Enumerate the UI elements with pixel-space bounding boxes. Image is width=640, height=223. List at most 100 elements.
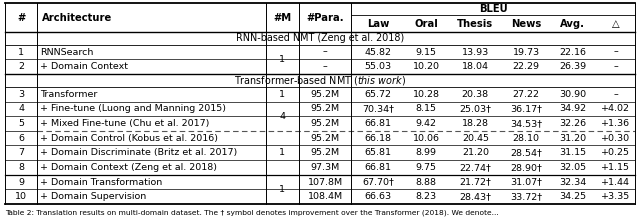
Text: 31.07†: 31.07† bbox=[510, 178, 542, 187]
Text: 8.99: 8.99 bbox=[415, 148, 436, 157]
Text: +3.35: +3.35 bbox=[601, 192, 630, 201]
Text: 2: 2 bbox=[18, 62, 24, 71]
Text: 18.28: 18.28 bbox=[462, 119, 489, 128]
Text: 1: 1 bbox=[18, 47, 24, 57]
Text: 20.38: 20.38 bbox=[461, 90, 489, 99]
Text: 55.03: 55.03 bbox=[364, 62, 392, 71]
Text: 21.20: 21.20 bbox=[462, 148, 489, 157]
Text: 6: 6 bbox=[18, 134, 24, 143]
Text: RNNSearch: RNNSearch bbox=[40, 47, 93, 57]
Text: 95.2M: 95.2M bbox=[310, 148, 340, 157]
Text: 67.70†: 67.70† bbox=[362, 178, 394, 187]
Text: 25.03†: 25.03† bbox=[460, 104, 492, 113]
Text: 108.4M: 108.4M bbox=[307, 192, 342, 201]
Text: + Domain Control (Kobus et al. 2016): + Domain Control (Kobus et al. 2016) bbox=[40, 134, 218, 143]
Text: + Domain Context (Zeng et al. 2018): + Domain Context (Zeng et al. 2018) bbox=[40, 163, 217, 172]
Text: Table 2: Translation results on multi-domain dataset. The † symbol denotes impro: Table 2: Translation results on multi-do… bbox=[5, 210, 499, 216]
Text: 107.8M: 107.8M bbox=[307, 178, 342, 187]
Text: –: – bbox=[613, 62, 618, 71]
Text: News: News bbox=[511, 19, 541, 29]
Text: 22.74†: 22.74† bbox=[460, 163, 492, 172]
Text: + Domain Context: + Domain Context bbox=[40, 62, 128, 71]
Text: 65.72: 65.72 bbox=[364, 90, 391, 99]
Text: 18.04: 18.04 bbox=[462, 62, 489, 71]
Text: 5: 5 bbox=[18, 119, 24, 128]
Text: 22.29: 22.29 bbox=[513, 62, 540, 71]
Text: 95.2M: 95.2M bbox=[310, 134, 340, 143]
Text: 9.15: 9.15 bbox=[415, 47, 436, 57]
Text: 31.20: 31.20 bbox=[559, 134, 586, 143]
Text: 33.72†: 33.72† bbox=[510, 192, 542, 201]
Text: Oral: Oral bbox=[414, 19, 438, 29]
Text: + Domain Supervision: + Domain Supervision bbox=[40, 192, 147, 201]
Text: 10.28: 10.28 bbox=[413, 90, 440, 99]
Text: 28.90†: 28.90† bbox=[510, 163, 542, 172]
Text: 34.53†: 34.53† bbox=[510, 119, 542, 128]
Text: 95.2M: 95.2M bbox=[310, 119, 340, 128]
Text: 65.81: 65.81 bbox=[364, 148, 391, 157]
Text: +1.15: +1.15 bbox=[601, 163, 630, 172]
Text: Transformer: Transformer bbox=[40, 90, 97, 99]
Text: 32.26: 32.26 bbox=[559, 119, 586, 128]
Text: 1: 1 bbox=[279, 55, 285, 64]
Text: 10.06: 10.06 bbox=[413, 134, 440, 143]
Text: 95.2M: 95.2M bbox=[310, 104, 340, 113]
Text: 1: 1 bbox=[279, 185, 285, 194]
Text: 36.17†: 36.17† bbox=[510, 104, 542, 113]
Text: Avg.: Avg. bbox=[560, 19, 585, 29]
Text: 22.16: 22.16 bbox=[559, 47, 586, 57]
Text: Transformer-based NMT ($\it{this\ work}$): Transformer-based NMT ($\it{this\ work}$… bbox=[234, 74, 406, 87]
Text: 13.93: 13.93 bbox=[461, 47, 489, 57]
Text: 28.54†: 28.54† bbox=[510, 148, 542, 157]
Text: +4.02: +4.02 bbox=[601, 104, 630, 113]
Text: #M: #M bbox=[273, 12, 291, 23]
Text: RNN-based NMT (Zeng et al. 2018): RNN-based NMT (Zeng et al. 2018) bbox=[236, 33, 404, 43]
Text: + Mixed Fine-tune (Chu et al. 2017): + Mixed Fine-tune (Chu et al. 2017) bbox=[40, 119, 209, 128]
Text: 70.34†: 70.34† bbox=[362, 104, 394, 113]
Text: 26.39: 26.39 bbox=[559, 62, 586, 71]
Text: –: – bbox=[613, 47, 618, 57]
Text: 66.18: 66.18 bbox=[364, 134, 391, 143]
Text: 7: 7 bbox=[18, 148, 24, 157]
Text: #: # bbox=[17, 12, 25, 23]
Text: 28.43†: 28.43† bbox=[460, 192, 492, 201]
Text: 19.73: 19.73 bbox=[513, 47, 540, 57]
Text: 8.88: 8.88 bbox=[415, 178, 436, 187]
Text: 20.45: 20.45 bbox=[462, 134, 489, 143]
Text: #Para.: #Para. bbox=[306, 12, 344, 23]
Text: 4: 4 bbox=[18, 104, 24, 113]
Text: 21.72†: 21.72† bbox=[460, 178, 492, 187]
Text: –: – bbox=[613, 90, 618, 99]
Text: 9: 9 bbox=[18, 178, 24, 187]
Text: 1: 1 bbox=[279, 148, 285, 157]
Text: + Fine-tune (Luong and Manning 2015): + Fine-tune (Luong and Manning 2015) bbox=[40, 104, 226, 113]
Text: 97.3M: 97.3M bbox=[310, 163, 340, 172]
Text: 30.90: 30.90 bbox=[559, 90, 586, 99]
Text: Law: Law bbox=[367, 19, 389, 29]
Text: 4: 4 bbox=[279, 112, 285, 121]
Text: 66.81: 66.81 bbox=[364, 163, 391, 172]
Text: Thesis: Thesis bbox=[457, 19, 493, 29]
Text: 3: 3 bbox=[18, 90, 24, 99]
Text: Architecture: Architecture bbox=[42, 12, 113, 23]
Text: 9.75: 9.75 bbox=[415, 163, 436, 172]
Text: –: – bbox=[323, 62, 328, 71]
Text: 34.92: 34.92 bbox=[559, 104, 586, 113]
Text: 32.05: 32.05 bbox=[559, 163, 586, 172]
Text: 8.23: 8.23 bbox=[415, 192, 436, 201]
Text: +1.44: +1.44 bbox=[601, 178, 630, 187]
Text: 32.34: 32.34 bbox=[559, 178, 586, 187]
Text: –: – bbox=[323, 47, 328, 57]
Text: 9.42: 9.42 bbox=[415, 119, 436, 128]
Text: 8.15: 8.15 bbox=[415, 104, 436, 113]
Text: +0.25: +0.25 bbox=[601, 148, 630, 157]
Text: + Domain Discriminate (Britz et al. 2017): + Domain Discriminate (Britz et al. 2017… bbox=[40, 148, 237, 157]
Text: 31.15: 31.15 bbox=[559, 148, 586, 157]
Text: △: △ bbox=[612, 19, 620, 29]
Text: + Domain Transformation: + Domain Transformation bbox=[40, 178, 163, 187]
Text: 8: 8 bbox=[18, 163, 24, 172]
Text: BLEU: BLEU bbox=[479, 4, 508, 14]
Text: 66.63: 66.63 bbox=[364, 192, 392, 201]
Text: 66.81: 66.81 bbox=[364, 119, 391, 128]
Text: 34.25: 34.25 bbox=[559, 192, 586, 201]
